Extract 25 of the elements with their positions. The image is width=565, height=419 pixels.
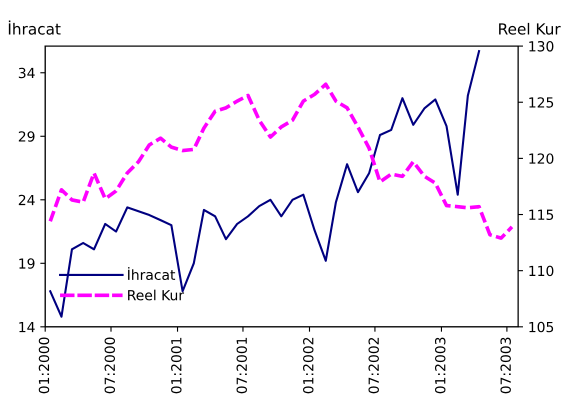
x-tick-label: 07:2002 [368, 338, 379, 394]
y2-tick-label: 120 [529, 153, 554, 164]
x-tick-label: 01:2003 [434, 338, 446, 394]
x-tick-label: 07:2001 [236, 338, 247, 394]
y2-tick-label: 115 [529, 210, 554, 220]
line-series [48, 82, 514, 240]
y2-tick-label: 125 [529, 97, 554, 108]
y-tick-label: 29 [18, 131, 34, 142]
legend-label: Reel Kur [128, 290, 184, 300]
y2-axis-title: Reel Kur [499, 22, 561, 35]
line-series [49, 50, 480, 318]
y-tick-label: 19 [19, 258, 34, 269]
legend-label: İhracat [128, 267, 176, 280]
y2-tick-label: 105 [529, 322, 554, 332]
y2-tick-label: 110 [529, 266, 554, 276]
y-tick-label: 24 [18, 194, 35, 206]
y-tick-label: 14 [19, 322, 35, 332]
x-tick-label: 01:2002 [303, 338, 314, 394]
x-tick-label: 01:2000 [38, 337, 50, 394]
x-tick-label: 01:2001 [171, 338, 182, 394]
y2-tick-label: 130 [529, 41, 554, 52]
x-tick-label: 07:2000 [104, 337, 116, 394]
y-axis-title: İhracat [8, 20, 61, 35]
y-tick-label: 34 [18, 68, 35, 78]
x-tick-label: 07:2003 [500, 338, 511, 394]
